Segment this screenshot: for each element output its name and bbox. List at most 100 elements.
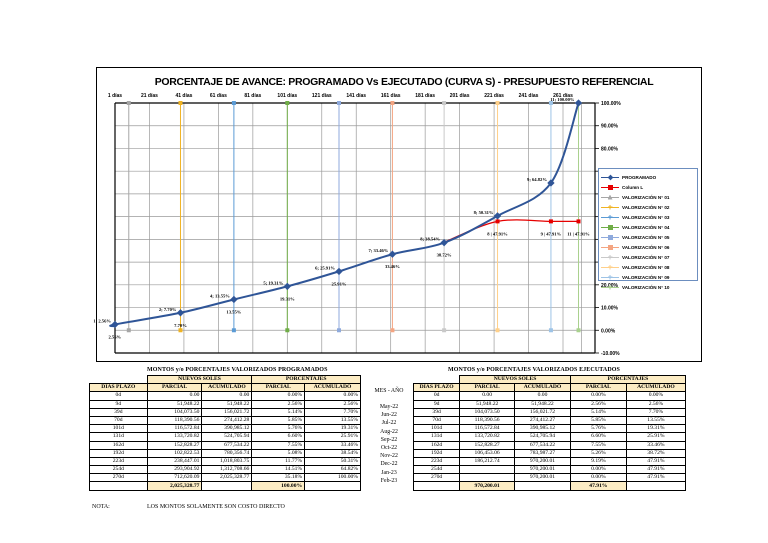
- legend-marker-icon: [601, 243, 619, 251]
- table-cell: 116,572.84: [146, 424, 203, 434]
- x-tick-label: 121 días: [312, 93, 332, 99]
- legend-item: VALORIZACIÓN N° 07: [601, 252, 695, 262]
- table-cell: 712,620.09: [146, 473, 203, 483]
- table-row: 192d 106,453.06 783,987.27 5.26% 38.72%: [412, 448, 687, 458]
- table-cell: 162d: [412, 440, 461, 450]
- table-cell: 5.76%: [569, 424, 627, 434]
- table-cell: 14.51%: [251, 465, 306, 475]
- table-row: 9d 51,948.22 51,948.22 2.56% 2.56%: [412, 399, 687, 409]
- table-cell: 0d: [412, 391, 461, 401]
- table-cell: 47.91%: [625, 465, 687, 475]
- table-cell: 70d: [89, 415, 148, 426]
- table-cell: 192d: [89, 448, 148, 458]
- table-cell: 5.14%: [251, 407, 306, 417]
- total-pct: 100.00%: [251, 481, 306, 491]
- table-cell: 64.82%: [304, 465, 361, 475]
- column-header: PARCIAL: [146, 383, 203, 393]
- legend-item: VALORIZACIÓN N° 02: [601, 202, 695, 212]
- mes-anio-item: Dec-22: [380, 461, 398, 468]
- table-cell: 162d: [89, 440, 148, 450]
- legend-item: VALORIZACIÓN N° 06: [601, 242, 695, 252]
- table-cell: 2.56%: [569, 399, 627, 409]
- legend-marker-icon: [601, 253, 619, 261]
- table-cell: 35.18%: [251, 473, 306, 483]
- table-cell: 47.91%: [625, 456, 687, 467]
- column-header: DIAS PLAZO: [89, 383, 148, 393]
- legend-item: VALORIZACIÓN N° 04: [601, 222, 695, 232]
- legend-label: VALORIZACIÓN N° 06: [622, 244, 670, 250]
- y-tick-label: -10.00%: [601, 351, 620, 357]
- table-cell: 106,453.06: [459, 448, 516, 458]
- column-header: PARCIAL: [251, 383, 306, 393]
- table-row: 192d 102,822.53 780,356.74 5.08% 38.54%: [89, 448, 361, 458]
- group-porcentajes: PORCENTAJES: [569, 374, 687, 385]
- point-label: 9 | 47.91%: [541, 231, 562, 236]
- table-cell: 9.19%: [569, 456, 627, 467]
- table-cell: [459, 465, 516, 475]
- table-cell: 293,904.92: [146, 465, 203, 475]
- table-cell: 780,356.74: [201, 448, 253, 458]
- table-cell: 1,312,708.66: [201, 465, 253, 475]
- table-cell: 51,948.22: [146, 399, 203, 409]
- table-cell: 133,720.82: [459, 432, 516, 442]
- table-cell: 0.00%: [625, 391, 687, 401]
- point-label: 11; 100.00%: [550, 97, 575, 102]
- table-cell: [459, 473, 516, 483]
- table-cell: 1,018,803.75: [201, 456, 253, 467]
- table-cell: 5.85%: [251, 415, 306, 426]
- table-row: 101d 116,572.84 390,985.12 5.76% 19.31%: [412, 424, 687, 434]
- table-cell: 25.91%: [304, 432, 361, 442]
- point-label: 4; 13.55%: [210, 293, 230, 298]
- y-tick-label: 10.00%: [601, 306, 619, 312]
- table-cell: 39d: [89, 407, 148, 417]
- table-cell: 270d: [412, 473, 461, 483]
- column-header: ACUMULADO: [514, 383, 571, 393]
- valorization-label: 2.56%: [108, 334, 121, 339]
- table-cell: 223d: [89, 456, 148, 467]
- table-cell: 0.00%: [304, 391, 361, 401]
- table-cell: 0.00%: [569, 391, 627, 401]
- table-cell: 70d: [412, 415, 461, 426]
- table-cell: 783,987.27: [514, 448, 571, 458]
- table-cell: 677,534.22: [514, 440, 571, 450]
- valorization-label: 38.72%: [437, 253, 452, 258]
- table-cell: 524,705.94: [201, 432, 253, 442]
- table-cell: 47.91%: [625, 473, 687, 483]
- mes-anio-item: May-22: [379, 404, 399, 410]
- point-label: 8 | 47.91%: [487, 231, 508, 236]
- table-cell: 5.26%: [569, 448, 627, 458]
- legend-item: VALORIZACIÓN N° 05: [601, 232, 695, 242]
- legend-marker-icon: [601, 273, 619, 281]
- table-row: 101d 116,572.84 390,985.12 5.76% 19.31%: [89, 424, 361, 434]
- table-cell: 270d: [89, 473, 148, 483]
- nota-label: NOTA:: [92, 504, 110, 510]
- legend-item: VALORIZACIÓN N° 10: [601, 282, 695, 292]
- legend-marker-icon: [601, 213, 619, 221]
- legend-item: VALORIZACIÓN N° 08: [601, 262, 695, 272]
- legend-marker-icon: [601, 203, 619, 211]
- table-row: 39d 104,073.50 156,021.72 5.14% 7.70%: [89, 407, 361, 417]
- column-header: DIAS PLAZO: [412, 383, 461, 393]
- table-cell: 2.56%: [304, 399, 361, 409]
- table-cell: 390,985.12: [514, 424, 571, 434]
- table-cell: 19.31%: [625, 424, 687, 434]
- table-cell: 104,073.50: [146, 407, 203, 417]
- nota-text: LOS MONTOS SOLAMENTE SON COSTO DIRECTO: [147, 504, 285, 510]
- table-cell: 9d: [412, 399, 461, 409]
- table-row: 254d 293,904.92 1,312,708.66 14.51% 64.82%: [89, 465, 361, 475]
- table-cell: 51,948.22: [514, 399, 571, 409]
- point-label: 8; 50.31%: [474, 210, 494, 215]
- x-tick-label: 221 días: [484, 93, 504, 99]
- legend-label: VALORIZACIÓN N° 08: [622, 264, 670, 270]
- legend-label: VALORIZACIÓN N° 01: [622, 194, 670, 200]
- x-tick-label: 141 días: [346, 93, 366, 99]
- legend-label: Column L: [622, 184, 644, 190]
- table-row: 131d 133,720.82 524,705.94 6.60% 25.91%: [412, 432, 687, 442]
- total-empty: [625, 481, 687, 491]
- valorization-label: 7.70%: [174, 323, 187, 328]
- table-cell: 156,021.72: [514, 407, 571, 417]
- table-cell: 131d: [412, 432, 461, 442]
- total-empty: [514, 481, 571, 491]
- legend-label: VALORIZACIÓN N° 07: [622, 254, 670, 260]
- mes-anio-header: MES - AÑO: [374, 388, 404, 394]
